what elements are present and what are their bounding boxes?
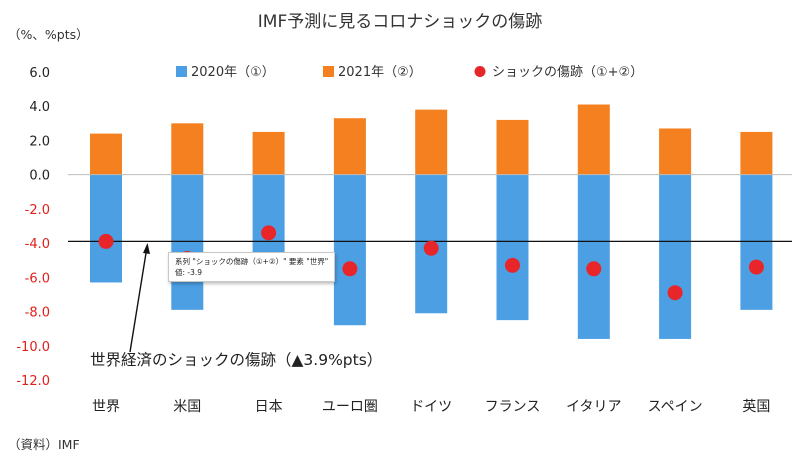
bar-2020 xyxy=(659,174,692,339)
annotation-arrow xyxy=(129,243,150,353)
source-note: （資料）IMF xyxy=(8,437,80,452)
x-tick-label: 米国 xyxy=(173,399,201,415)
bar-2020 xyxy=(252,174,285,259)
bar-2020 xyxy=(333,174,366,326)
y-tick-label: 6.0 xyxy=(29,66,50,81)
x-tick-label: ドイツ xyxy=(410,399,452,415)
y-tick-label: 0.0 xyxy=(29,169,50,184)
y-axis-ticks: 6.0 4.0 2.0 0.0 -2.0 -4.0 -6.0 -8.0 -10.0 -12.0 xyxy=(16,66,50,389)
bar-2021 xyxy=(415,109,448,175)
scar-marker xyxy=(261,225,277,241)
bar-2021 xyxy=(333,118,366,175)
legend-label-2021: 2021年（②） xyxy=(338,65,422,80)
bar-2020 xyxy=(90,174,122,283)
bar-2020 xyxy=(577,174,610,339)
y-tick-label: 2.0 xyxy=(29,134,50,149)
x-tick-label: フランス xyxy=(485,399,541,415)
x-axis-labels: 世界 米国 日本 ユーロ圏 ドイツ フランス イタリア スペイン 英国 xyxy=(92,398,770,415)
y-tick-label: -10.0 xyxy=(16,340,50,355)
y-tick-label: -2.0 xyxy=(25,203,50,218)
y-tick-label: -6.0 xyxy=(25,271,50,286)
scar-marker xyxy=(667,285,683,301)
bar-2021 xyxy=(171,123,204,175)
legend-label-scar: ショックの傷跡（①+②） xyxy=(492,64,643,80)
y-axis-label: （%、%pts） xyxy=(8,27,89,42)
y-tick-label: 4.0 xyxy=(29,100,50,115)
y-tick-label: -4.0 xyxy=(25,237,50,252)
bar-2021 xyxy=(90,133,122,175)
tooltip-value-line: 値: -3.9 xyxy=(175,268,203,277)
bar-2021 xyxy=(577,104,610,175)
bar-2020 xyxy=(740,174,773,310)
scar-markers xyxy=(98,225,764,301)
legend-marker-scar xyxy=(474,66,486,77)
scar-marker xyxy=(342,261,358,277)
bar-2021 xyxy=(659,128,692,175)
scar-marker xyxy=(98,233,114,249)
bars xyxy=(68,104,792,339)
x-tick-label: ユーロ圏 xyxy=(322,399,378,415)
annotation-text: 世界経済のショックの傷跡（▲3.9%pts） xyxy=(90,351,382,369)
scar-marker xyxy=(748,259,764,275)
tooltip-series-line: 系列 "ショックの傷跡（①+②）" 要素 "世界" xyxy=(175,257,329,266)
legend: 2020年（①） 2021年（②） ショックの傷跡（①+②） xyxy=(176,64,643,80)
bar-2021 xyxy=(252,131,285,175)
annotation-arrow-head xyxy=(143,243,150,254)
x-tick-label: 日本 xyxy=(255,399,283,415)
scar-marker xyxy=(423,240,439,256)
chart-title: IMF予測に見るコロナショックの傷跡 xyxy=(258,12,542,32)
bar-2021 xyxy=(496,119,529,175)
bar-2020 xyxy=(171,174,204,310)
y-tick-label: -12.0 xyxy=(16,374,50,389)
y-tick-label: -8.0 xyxy=(25,306,50,321)
x-tick-label: スペイン xyxy=(648,399,703,415)
bar-2021 xyxy=(740,131,773,175)
annotation-arrow-line xyxy=(129,249,148,353)
data-tooltip: 系列 "ショックの傷跡（①+②）" 要素 "世界" 値: -3.9 xyxy=(168,252,336,282)
legend-swatch-2021 xyxy=(323,66,334,77)
x-tick-label: 世界 xyxy=(92,399,120,415)
legend-swatch-2020 xyxy=(176,66,187,77)
x-tick-label: 英国 xyxy=(742,398,770,415)
scar-marker xyxy=(586,261,602,277)
legend-label-2020: 2020年（①） xyxy=(191,65,275,80)
bar-2020 xyxy=(496,174,529,321)
x-tick-label: イタリア xyxy=(566,399,621,415)
scar-marker xyxy=(505,257,520,273)
